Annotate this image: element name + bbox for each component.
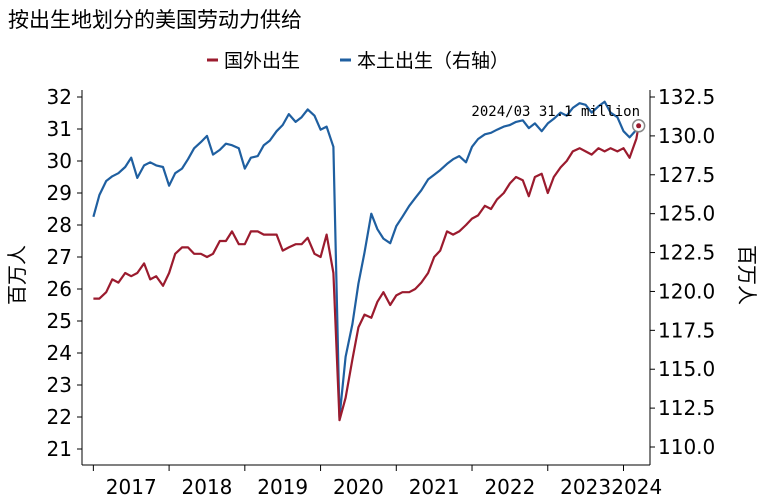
series-line-native [92, 100, 640, 419]
right-tick-label: 132.5 [658, 85, 715, 109]
legend-label-foreign: 国外出生 [224, 50, 300, 72]
left-tick-label: 22 [47, 405, 72, 429]
left-tick-label: 23 [47, 373, 72, 397]
left-tick-label: 29 [47, 181, 72, 205]
right-axis-label: 百万人 [735, 245, 759, 305]
annotation: 2024/03 31.1 million [471, 104, 646, 133]
x-tick-label: 2017 [106, 475, 157, 499]
x-tick-label: 2022 [484, 475, 535, 499]
left-tick-label: 30 [47, 149, 72, 173]
left-tick-label: 25 [47, 309, 72, 333]
x-tick-label: 2020 [333, 475, 384, 499]
legend: 国外出生 本土出生（右轴） [207, 50, 509, 72]
right-tick-label: 122.5 [658, 241, 715, 265]
left-tick-label: 31 [47, 117, 72, 141]
annotation-label: 2024/03 31.1 million [471, 104, 640, 120]
chart-title: 按出生地划分的美国劳动力供给 [8, 8, 302, 32]
right-tick-label: 130.0 [658, 124, 715, 148]
series-line-foreign [93, 125, 640, 422]
x-tick-label: 2023 [560, 475, 611, 499]
right-tick-label: 110.0 [658, 435, 715, 459]
left-tick-label: 28 [47, 213, 72, 237]
annotation-dot [636, 123, 642, 129]
left-tick-label: 27 [47, 245, 72, 269]
left-tick-label: 21 [47, 437, 72, 461]
left-tick-label: 24 [47, 341, 72, 365]
right-tick-label: 127.5 [658, 163, 715, 187]
left-axis-label: 百万人 [5, 245, 29, 305]
right-tick-label: 112.5 [658, 396, 715, 420]
right-tick-label: 125.0 [658, 202, 715, 226]
x-tick-label: 2019 [257, 475, 308, 499]
x-tick-label: 2021 [409, 475, 460, 499]
left-tick-label: 26 [47, 277, 72, 301]
right-tick-label: 115.0 [658, 357, 715, 381]
right-tick-label: 117.5 [658, 318, 715, 342]
left-tick-label: 32 [47, 85, 72, 109]
left-axis-ticks: 21 22 23 24 25 26 27 28 29 30 31 32 [47, 85, 82, 461]
x-axis-ticks: 2017 2018 2019 2020 2021 2022 2023 2024 [92, 465, 662, 499]
right-tick-label: 120.0 [658, 279, 715, 303]
axes [81, 90, 651, 466]
legend-label-native: 本土出生（右轴） [357, 50, 509, 72]
right-axis-ticks: 110.0 112.5 115.0 117.5 120.0 122.5 125.0 127.5… [650, 85, 715, 459]
x-tick-label: 2024 [611, 475, 662, 499]
x-tick-label: 2018 [182, 475, 233, 499]
